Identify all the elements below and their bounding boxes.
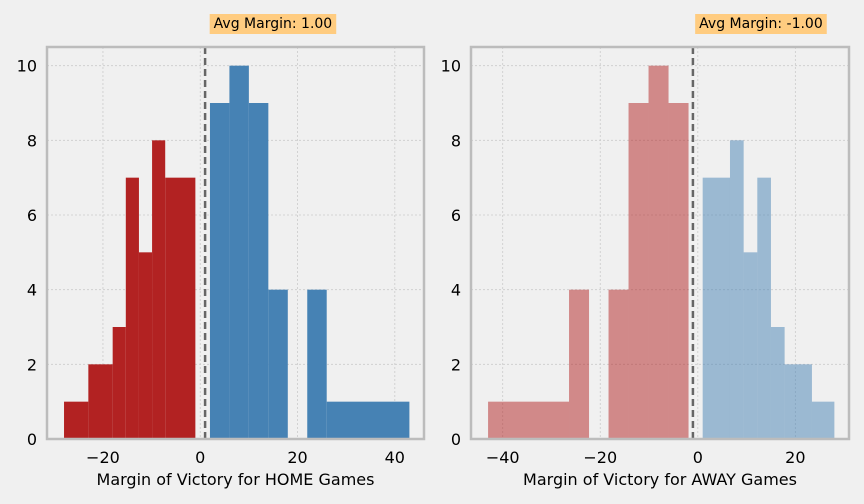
- home-histogram-panel: −20 0 20 40 0 2 4 6 8 10 Margin of Victory for HO…: [17, 14, 426, 489]
- away-xtick-label: 0: [693, 448, 703, 467]
- away-loss-bar: [668, 103, 689, 439]
- away-xtick-label: −40: [486, 448, 520, 467]
- home-loss-bar: [165, 177, 196, 439]
- away-axes-frame: [469, 45, 851, 441]
- away-xlabel: Margin of Victory for AWAY Games: [523, 470, 797, 489]
- away-avg-annotation: Avg Margin: -1.00: [695, 14, 827, 34]
- away-ytick-label: 0: [451, 430, 461, 449]
- away-loss-bar: [608, 289, 629, 439]
- home-win-bar: [248, 103, 269, 439]
- home-xtick-label: 20: [287, 448, 307, 467]
- home-ytick-label: 0: [27, 430, 37, 449]
- away-win-bar: [770, 327, 785, 439]
- home-win-bar: [229, 65, 249, 440]
- away-xtick-label: −20: [583, 448, 617, 467]
- away-ytick-label: 2: [451, 355, 461, 374]
- home-ytick-label: 2: [27, 355, 37, 374]
- away-xtick-label: 20: [785, 448, 805, 467]
- home-loss-bar: [112, 327, 126, 439]
- away-ytick-label: 10: [441, 57, 461, 76]
- away-ytick-label: 6: [451, 206, 461, 225]
- away-win-bar: [757, 177, 771, 439]
- away-win-bar: [743, 252, 758, 439]
- home-win-bar: [307, 289, 327, 439]
- away-plot-area: −40 −20 0 20 0 2 4 6 8 10: [441, 45, 851, 467]
- home-loss-bar: [64, 401, 89, 439]
- away-loss-bar: [628, 103, 649, 439]
- home-win-bar: [209, 103, 230, 439]
- home-loss-bar: [152, 140, 166, 440]
- home-xlabel: Margin of Victory for HOME Games: [97, 470, 375, 489]
- home-avg-annotation: Avg Margin: 1.00: [209, 14, 337, 34]
- away-ytick-label: 4: [451, 281, 461, 300]
- away-win-bar: [811, 401, 835, 439]
- home-xtick-label: −20: [86, 448, 120, 467]
- home-ytick-label: 8: [27, 131, 37, 150]
- home-ytick-label: 6: [27, 206, 37, 225]
- home-loss-bar: [88, 364, 113, 439]
- home-win-bar: [326, 401, 410, 439]
- home-ytick-label: 4: [27, 281, 37, 300]
- home-ytick-label: 10: [17, 57, 37, 76]
- away-win-bar: [784, 364, 812, 439]
- away-loss-bar: [648, 65, 669, 440]
- away-avg-annotation-text: Avg Margin: -1.00: [699, 16, 823, 32]
- away-loss-bar: [488, 401, 570, 439]
- home-loss-bar: [138, 252, 153, 439]
- away-avg-annotation-box: [695, 14, 827, 34]
- home-plot-area: −20 0 20 40 0 2 4 6 8 10: [17, 45, 426, 467]
- away-ytick-label: 8: [451, 131, 461, 150]
- home-avg-annotation-box: [209, 14, 337, 34]
- home-loss-bar: [125, 177, 139, 439]
- away-loss-bar: [569, 289, 590, 439]
- away-histogram-panel: −40 −20 0 20 0 2 4 6 8 10 Margin of Victory for A…: [441, 14, 851, 489]
- home-axes-frame: [45, 45, 426, 441]
- away-win-bar: [702, 177, 730, 439]
- home-xtick-label: 0: [195, 448, 205, 467]
- away-win-bar: [729, 140, 744, 440]
- home-win-bar: [268, 289, 288, 439]
- home-avg-annotation-text: Avg Margin: 1.00: [214, 16, 333, 32]
- home-xtick-label: 40: [385, 448, 405, 467]
